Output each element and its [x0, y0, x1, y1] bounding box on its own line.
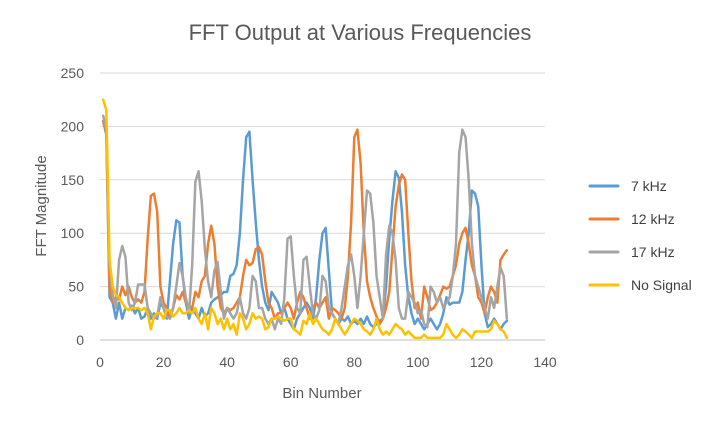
- y-tick-label: 200: [61, 118, 85, 134]
- x-tick-label: 140: [533, 354, 557, 370]
- y-tick-label: 100: [61, 225, 85, 241]
- y-tick-label: 50: [68, 279, 84, 295]
- legend-label-12-khz: 12 kHz: [631, 211, 675, 227]
- x-tick-label: 0: [96, 354, 104, 370]
- chart-title: FFT Output at Various Frequencies: [189, 20, 532, 45]
- y-axis-label: FFT Magnitude: [33, 155, 50, 256]
- x-tick-label: 60: [283, 354, 299, 370]
- x-tick-label: 40: [219, 354, 235, 370]
- series-layer: [101, 98, 509, 340]
- y-tick-label: 250: [61, 65, 85, 81]
- x-tick-label: 100: [406, 354, 430, 370]
- y-tick-label: 0: [76, 332, 84, 348]
- legend: 7 kHz 12 kHz 17 kHz No Signal: [588, 178, 692, 293]
- x-tick-label: 80: [346, 354, 362, 370]
- axis-layer: 0 50 100 150 200 250 0 20 40 60 80 100 120 140: [61, 65, 557, 370]
- series-line-17-khz: [101, 114, 509, 331]
- series-line-12-khz: [101, 119, 509, 326]
- x-axis-label: Bin Number: [282, 385, 361, 402]
- y-tick-label: 150: [61, 172, 85, 188]
- x-tick-label: 20: [156, 354, 172, 370]
- legend-label-17-khz: 17 kHz: [631, 244, 675, 260]
- grid-layer: [100, 72, 545, 288]
- series-line-no-signal: [101, 98, 509, 340]
- legend-label-7-khz: 7 kHz: [631, 178, 667, 194]
- legend-label-no-signal: No Signal: [631, 277, 692, 293]
- x-tick-label: 120: [470, 354, 494, 370]
